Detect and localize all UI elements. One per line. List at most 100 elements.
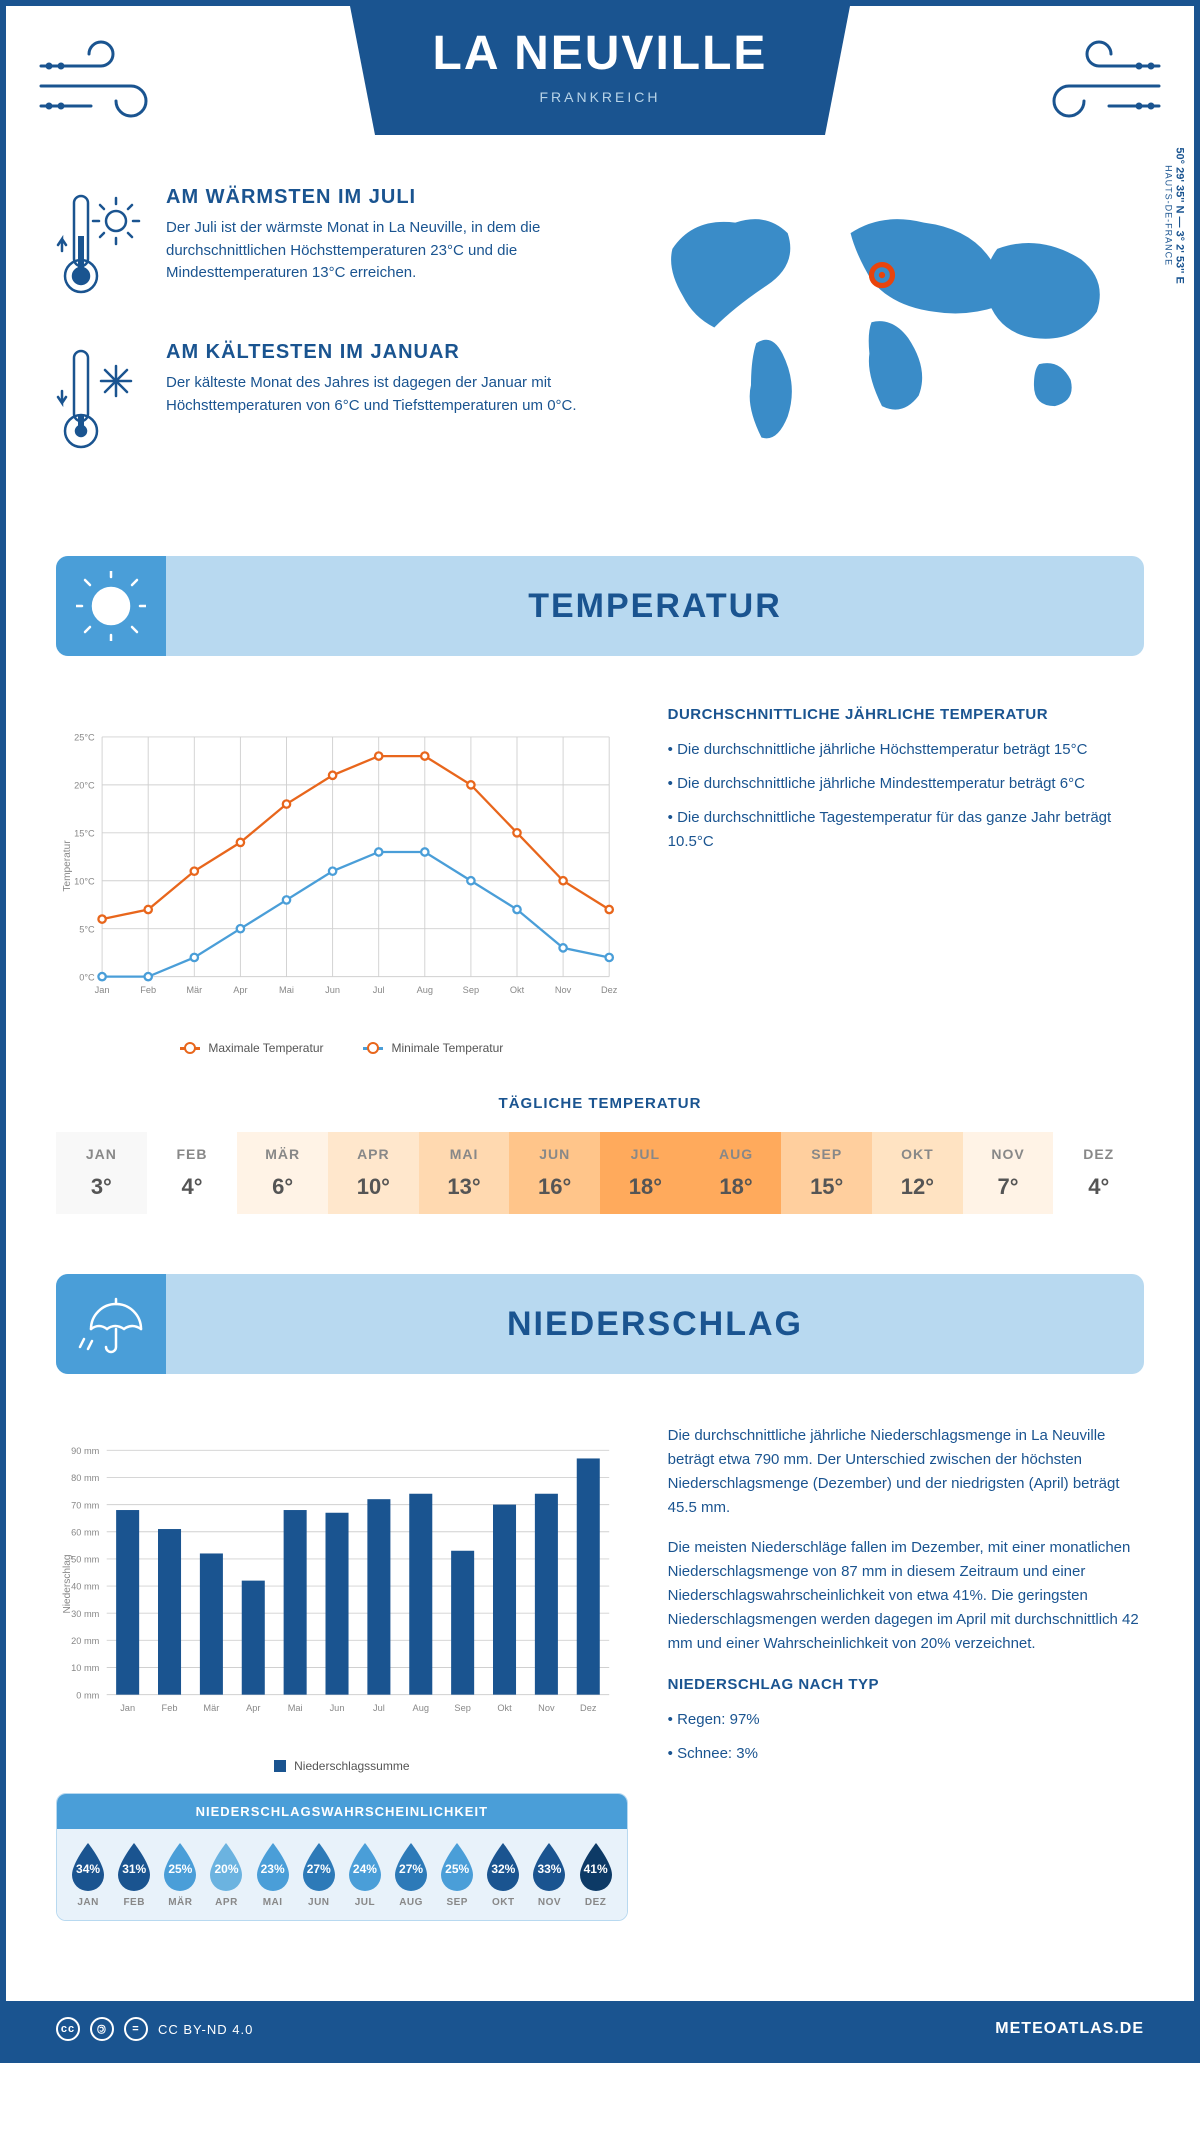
temp-chart-section: 0°C5°C10°C15°C20°C25°CJanFebMärAprMaiJun… bbox=[6, 676, 1194, 1085]
precip-legend: Niederschlagssumme bbox=[56, 1759, 628, 1773]
legend-max: Maximale Temperatur bbox=[208, 1041, 323, 1055]
coordinates: 50° 29' 35'' N — 3° 2' 53'' E HAUTS-DE-F… bbox=[1163, 147, 1185, 283]
svg-text:Feb: Feb bbox=[140, 985, 156, 995]
temp-cell: AUG18° bbox=[691, 1132, 782, 1214]
svg-text:Apr: Apr bbox=[246, 1703, 260, 1713]
svg-text:Jul: Jul bbox=[373, 985, 385, 995]
temp-cell: APR10° bbox=[328, 1132, 419, 1214]
svg-text:60 mm: 60 mm bbox=[71, 1527, 99, 1537]
svg-text:Mai: Mai bbox=[279, 985, 294, 995]
precip-heading: NIEDERSCHLAG bbox=[166, 1305, 1144, 1344]
svg-text:Jan: Jan bbox=[95, 985, 110, 995]
svg-text:Aug: Aug bbox=[417, 985, 433, 995]
title-banner: LA NEUVILLE FRANKREICH bbox=[350, 6, 850, 135]
svg-text:10 mm: 10 mm bbox=[71, 1663, 99, 1673]
svg-text:Dez: Dez bbox=[580, 1703, 597, 1713]
svg-text:90 mm: 90 mm bbox=[71, 1446, 99, 1456]
wind-icon bbox=[1009, 26, 1169, 146]
cc-icon: cc bbox=[56, 2017, 80, 2041]
summary-section: AM WÄRMSTEN IM JULI Der Juli ist der wär… bbox=[6, 186, 1194, 536]
precip-prob-heading: NIEDERSCHLAGSWAHRSCHEINLICHKEIT bbox=[57, 1794, 627, 1829]
temp-section-header: TEMPERATUR bbox=[56, 556, 1144, 656]
precip-drop: 33% NOV bbox=[526, 1841, 572, 1908]
svg-text:5°C: 5°C bbox=[79, 924, 95, 934]
precip-drop: 27% AUG bbox=[388, 1841, 434, 1908]
legend-precip: Niederschlagssumme bbox=[294, 1759, 409, 1773]
temp-cell: MAI13° bbox=[419, 1132, 510, 1214]
temp-cell: DEZ4° bbox=[1053, 1132, 1144, 1214]
svg-text:Feb: Feb bbox=[162, 1703, 178, 1713]
precip-drop: 25% MÄR bbox=[157, 1841, 203, 1908]
precip-section-header: NIEDERSCHLAG bbox=[56, 1274, 1144, 1374]
temp-cell: JUN16° bbox=[509, 1132, 600, 1214]
world-map bbox=[620, 186, 1144, 426]
daily-temp-table: TÄGLICHE TEMPERATUR JAN3° FEB4° MÄR6° AP… bbox=[6, 1085, 1194, 1254]
coldest-fact: AM KÄLTESTEN IM JANUAR Der kälteste Mona… bbox=[56, 341, 580, 466]
svg-text:15°C: 15°C bbox=[74, 828, 95, 838]
precip-para-1: Die durchschnittliche jährliche Niedersc… bbox=[668, 1424, 1144, 1520]
page-subtitle: FRANKREICH bbox=[430, 89, 770, 105]
site-credit: METEOATLAS.DE bbox=[995, 2020, 1144, 2038]
svg-text:Jun: Jun bbox=[330, 1703, 345, 1713]
svg-text:Okt: Okt bbox=[510, 985, 525, 995]
svg-text:Nov: Nov bbox=[555, 985, 572, 995]
precip-drop: 34% JAN bbox=[65, 1841, 111, 1908]
warmest-body: Der Juli ist der wärmste Monat in La Neu… bbox=[166, 217, 580, 285]
svg-text:Jan: Jan bbox=[120, 1703, 135, 1713]
svg-text:Mär: Mär bbox=[186, 985, 202, 995]
svg-text:Sep: Sep bbox=[463, 985, 479, 995]
svg-text:Jun: Jun bbox=[325, 985, 340, 995]
thermometer-sun-icon bbox=[56, 186, 146, 311]
temp-cell: NOV7° bbox=[963, 1132, 1054, 1214]
svg-text:Mär: Mär bbox=[203, 1703, 219, 1713]
temp-heading: TEMPERATUR bbox=[166, 587, 1144, 626]
svg-text:20 mm: 20 mm bbox=[71, 1636, 99, 1646]
warmest-heading: AM WÄRMSTEN IM JULI bbox=[166, 186, 580, 209]
precip-type-bullet: • Regen: 97% bbox=[668, 1708, 1144, 1732]
umbrella-icon bbox=[56, 1274, 166, 1374]
svg-text:80 mm: 80 mm bbox=[71, 1473, 99, 1483]
svg-text:30 mm: 30 mm bbox=[71, 1609, 99, 1619]
svg-text:Temperatur: Temperatur bbox=[62, 840, 73, 892]
temperature-line-chart: 0°C5°C10°C15°C20°C25°CJanFebMärAprMaiJun… bbox=[56, 706, 628, 1026]
sun-icon bbox=[56, 556, 166, 656]
svg-text:10°C: 10°C bbox=[74, 876, 95, 886]
page-title: LA NEUVILLE bbox=[430, 26, 770, 81]
temp-bullet: • Die durchschnittliche jährliche Mindes… bbox=[668, 772, 1144, 796]
svg-text:0 mm: 0 mm bbox=[76, 1690, 99, 1700]
wind-icon bbox=[31, 26, 191, 146]
precip-drop: 31% FEB bbox=[111, 1841, 157, 1908]
svg-text:Niederschlag: Niederschlag bbox=[62, 1554, 73, 1613]
temp-bullet: • Die durchschnittliche Tagestemperatur … bbox=[668, 806, 1144, 854]
svg-text:Apr: Apr bbox=[233, 985, 247, 995]
temp-text-heading: DURCHSCHNITTLICHE JÄHRLICHE TEMPERATUR bbox=[668, 706, 1144, 723]
precip-drop: 25% SEP bbox=[434, 1841, 480, 1908]
temp-legend: .legend-swatch:nth-child(1)::after{borde… bbox=[56, 1041, 628, 1055]
by-icon: 🄯 bbox=[90, 2017, 114, 2041]
temp-cell: JAN3° bbox=[56, 1132, 147, 1214]
legend-min: Minimale Temperatur bbox=[391, 1041, 503, 1055]
thermometer-snow-icon bbox=[56, 341, 146, 466]
header: LA NEUVILLE FRANKREICH bbox=[6, 6, 1194, 186]
svg-text:Okt: Okt bbox=[497, 1703, 512, 1713]
license-text: CC BY-ND 4.0 bbox=[158, 2022, 253, 2037]
precip-drop: 20% APR bbox=[203, 1841, 249, 1908]
svg-text:Jul: Jul bbox=[373, 1703, 385, 1713]
precip-para-2: Die meisten Niederschläge fallen im Deze… bbox=[668, 1536, 1144, 1656]
region: HAUTS-DE-FRANCE bbox=[1163, 147, 1173, 283]
precip-drop: 24% JUL bbox=[342, 1841, 388, 1908]
infographic-page: LA NEUVILLE FRANKREICH bbox=[0, 0, 1200, 2063]
precip-type-bullet: • Schnee: 3% bbox=[668, 1742, 1144, 1766]
precip-drop: 41% DEZ bbox=[573, 1841, 619, 1908]
precip-probability-panel: NIEDERSCHLAGSWAHRSCHEINLICHKEIT 34% JAN … bbox=[56, 1793, 628, 1921]
precip-drop: 23% MAI bbox=[250, 1841, 296, 1908]
temp-cell: JUL18° bbox=[600, 1132, 691, 1214]
daily-temp-heading: TÄGLICHE TEMPERATUR bbox=[56, 1095, 1144, 1112]
warmest-fact: AM WÄRMSTEN IM JULI Der Juli ist der wär… bbox=[56, 186, 580, 311]
precip-type-heading: NIEDERSCHLAG NACH TYP bbox=[668, 1676, 1144, 1693]
coldest-body: Der kälteste Monat des Jahres ist dagege… bbox=[166, 372, 580, 417]
svg-text:25°C: 25°C bbox=[74, 733, 95, 743]
svg-text:Dez: Dez bbox=[601, 985, 618, 995]
footer: cc 🄯 = CC BY-ND 4.0 METEOATLAS.DE bbox=[6, 2001, 1194, 2057]
coldest-heading: AM KÄLTESTEN IM JANUAR bbox=[166, 341, 580, 364]
